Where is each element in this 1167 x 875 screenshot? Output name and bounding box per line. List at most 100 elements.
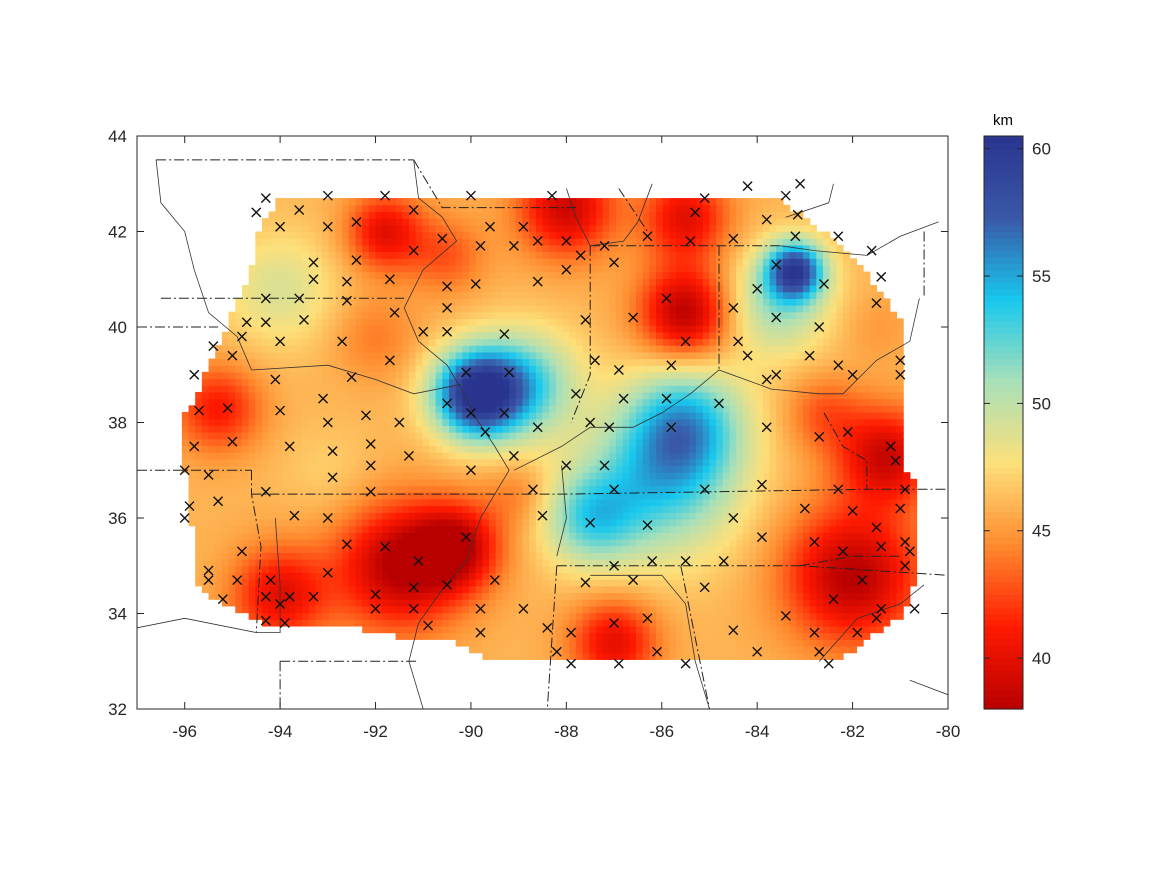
heatmap-cell <box>555 271 564 279</box>
heatmap-cell <box>342 585 350 594</box>
heatmap-cell <box>529 385 537 393</box>
heatmap-cell <box>415 632 423 640</box>
heatmap-cell <box>689 258 697 266</box>
heatmap-cell <box>502 298 510 306</box>
heatmap-cell <box>676 338 684 346</box>
heatmap-cell <box>649 318 657 326</box>
heatmap-cell <box>201 378 210 386</box>
heatmap-cell <box>702 385 711 393</box>
heatmap-cell <box>489 478 497 487</box>
heatmap-cell <box>288 318 296 326</box>
heatmap-cell <box>656 625 664 634</box>
heatmap-cell <box>702 311 711 320</box>
heatmap-cell <box>469 271 477 279</box>
heatmap-cell <box>322 211 330 219</box>
heatmap-cell <box>282 485 290 493</box>
heatmap-cell <box>255 378 263 386</box>
heatmap-cell <box>522 211 530 219</box>
heatmap-cell <box>275 498 283 507</box>
heatmap-cell <box>362 284 370 293</box>
heatmap-cell <box>515 358 524 366</box>
heatmap-cell <box>555 291 564 299</box>
heatmap-cell <box>442 572 450 580</box>
heatmap-cell <box>529 472 537 480</box>
heatmap-cell <box>308 585 317 594</box>
heatmap-cell <box>382 592 390 600</box>
heatmap-cell <box>395 518 403 527</box>
heatmap-cell <box>221 425 230 433</box>
heatmap-cell <box>676 452 684 460</box>
heatmap-cell <box>569 485 577 493</box>
heatmap-cell <box>636 579 644 587</box>
heatmap-cell <box>636 552 644 560</box>
heatmap-cell <box>689 264 697 273</box>
heatmap-cell <box>595 639 604 647</box>
heatmap-cell <box>562 438 570 447</box>
heatmap-cell <box>469 585 477 594</box>
heatmap-cell <box>622 298 630 306</box>
heatmap-cell <box>696 371 704 380</box>
heatmap-cell <box>408 498 417 507</box>
heatmap-cell <box>382 358 390 366</box>
heatmap-cell <box>562 218 570 226</box>
heatmap-cell <box>355 385 363 393</box>
heatmap-cell <box>515 559 524 567</box>
heatmap-cell <box>221 452 230 460</box>
heatmap-cell <box>662 458 670 467</box>
heatmap-cell <box>308 298 317 306</box>
heatmap-cell <box>388 625 397 634</box>
heatmap-cell <box>435 612 443 620</box>
heatmap-cell <box>295 592 303 600</box>
heatmap-cell <box>469 532 477 540</box>
heatmap-cell <box>395 559 403 567</box>
heatmap-cell <box>662 645 670 654</box>
heatmap-cell <box>582 378 590 386</box>
heatmap-cell <box>696 325 704 333</box>
heatmap-cell <box>368 258 377 266</box>
heatmap-cell <box>669 592 677 600</box>
heatmap-cell <box>682 291 691 299</box>
heatmap-cell <box>589 572 597 580</box>
heatmap-cell <box>195 411 203 420</box>
heatmap-cell <box>589 432 597 440</box>
heatmap-cell <box>388 545 397 553</box>
heatmap-cell <box>388 559 397 567</box>
heatmap-cell <box>642 599 650 607</box>
heatmap-cell <box>455 632 463 640</box>
heatmap-cell <box>482 492 490 500</box>
heatmap-cell <box>415 311 423 320</box>
heatmap-cell <box>529 525 537 533</box>
heatmap-cell <box>235 512 243 520</box>
heatmap-cell <box>542 452 550 460</box>
heatmap-cell <box>335 572 343 580</box>
heatmap-cell <box>482 325 490 333</box>
heatmap-cell <box>462 438 470 447</box>
heatmap-cell <box>482 438 490 447</box>
heatmap-cell <box>649 452 657 460</box>
heatmap-cell <box>308 572 317 580</box>
heatmap-cell <box>529 652 537 660</box>
heatmap-cell <box>656 545 664 553</box>
heatmap-cell <box>522 385 530 393</box>
heatmap-cell <box>689 345 697 353</box>
heatmap-cell <box>495 345 504 353</box>
heatmap-cell <box>201 445 210 453</box>
heatmap-cell <box>682 298 691 306</box>
heatmap-cell <box>529 518 537 527</box>
heatmap-cell <box>602 445 610 453</box>
heatmap-cell <box>582 478 590 487</box>
heatmap-cell <box>575 525 584 533</box>
heatmap-cell <box>348 518 357 527</box>
heatmap-cell <box>582 244 590 253</box>
heatmap-cell <box>402 465 410 473</box>
heatmap-cell <box>589 612 597 620</box>
heatmap-cell <box>549 458 557 467</box>
heatmap-cell <box>495 325 504 333</box>
heatmap-cell <box>308 532 317 540</box>
heatmap-cell <box>422 605 430 614</box>
heatmap-cell <box>415 224 423 233</box>
heatmap-cell <box>676 552 684 560</box>
heatmap-cell <box>602 619 610 627</box>
heatmap-cell <box>569 264 577 273</box>
heatmap-cell <box>415 472 423 480</box>
